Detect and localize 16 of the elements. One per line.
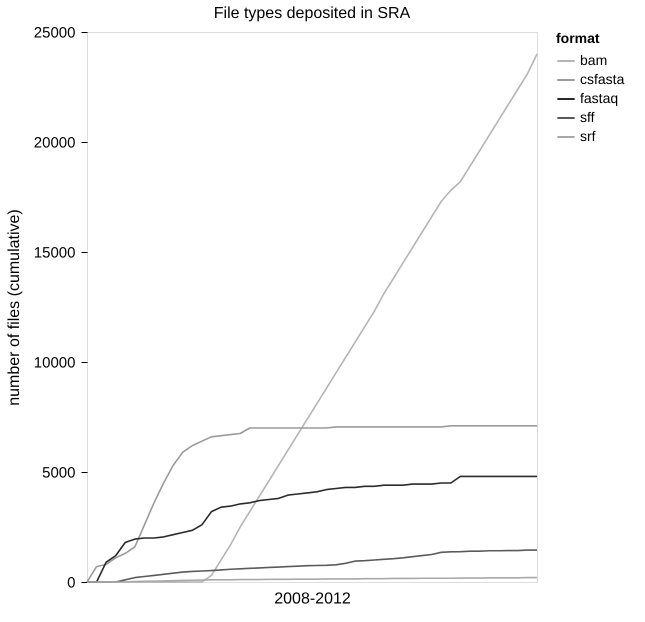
y-tick-label: 0	[67, 574, 76, 592]
y-axis-title: number of files (cumulative)	[6, 209, 23, 406]
y-tick-label: 15000	[34, 244, 76, 262]
legend-label: bam	[580, 52, 608, 68]
legend-title: format	[556, 30, 600, 46]
line-series	[86, 425, 538, 583]
y-tick-label: 5000	[42, 464, 76, 482]
chart-title: File types deposited in SRA	[214, 5, 411, 22]
x-axis-title: 2008-2012	[274, 590, 351, 608]
y-tick-label: 25000	[34, 24, 76, 42]
y-tick-label: 10000	[34, 354, 76, 372]
legend-label: srf	[580, 128, 596, 144]
legend-label: csfasta	[580, 71, 625, 87]
legend-label: fastaq	[580, 90, 618, 106]
y-tick-label: 20000	[34, 134, 76, 152]
legend-label: sff	[580, 109, 595, 125]
